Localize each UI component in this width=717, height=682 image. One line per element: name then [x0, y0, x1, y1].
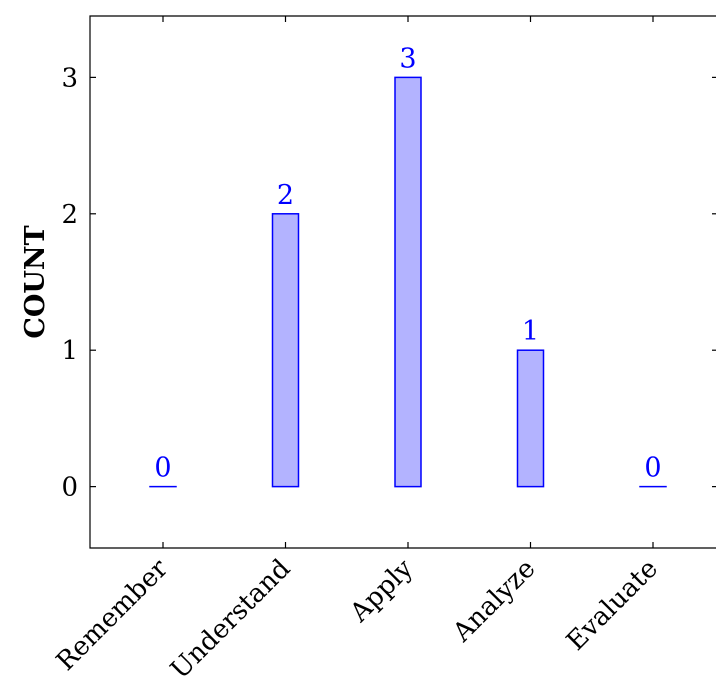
- y-tick-label: 1: [61, 336, 78, 366]
- data-label: 0: [644, 453, 661, 484]
- bar-analyze: [516, 349, 545, 488]
- data-label: 3: [399, 43, 416, 74]
- data-label: 0: [154, 453, 171, 484]
- axis-frame: [89, 15, 716, 549]
- x-tick-label: Understand: [165, 554, 296, 682]
- x-tick-label: Analyze: [447, 554, 542, 649]
- x-tick-label: Apply: [344, 554, 419, 629]
- y-axis-ticks: 0 1 2 3: [61, 63, 716, 503]
- x-tick-label: Evaluate: [561, 554, 664, 657]
- x-tick-label: Remember: [51, 553, 175, 677]
- data-label: 1: [522, 316, 539, 347]
- data-labels: 0 2 3 1 0: [154, 43, 661, 483]
- bar-understand: [271, 213, 300, 488]
- bar-apply: [394, 76, 422, 488]
- data-label: 2: [277, 180, 294, 211]
- plot-frame: [89, 15, 716, 549]
- bars: [149, 76, 667, 488]
- y-tick-label: 0: [61, 473, 78, 503]
- y-tick-label: 2: [61, 200, 78, 230]
- y-tick-label: 3: [61, 63, 78, 93]
- y-axis-label: COUNT: [20, 225, 51, 338]
